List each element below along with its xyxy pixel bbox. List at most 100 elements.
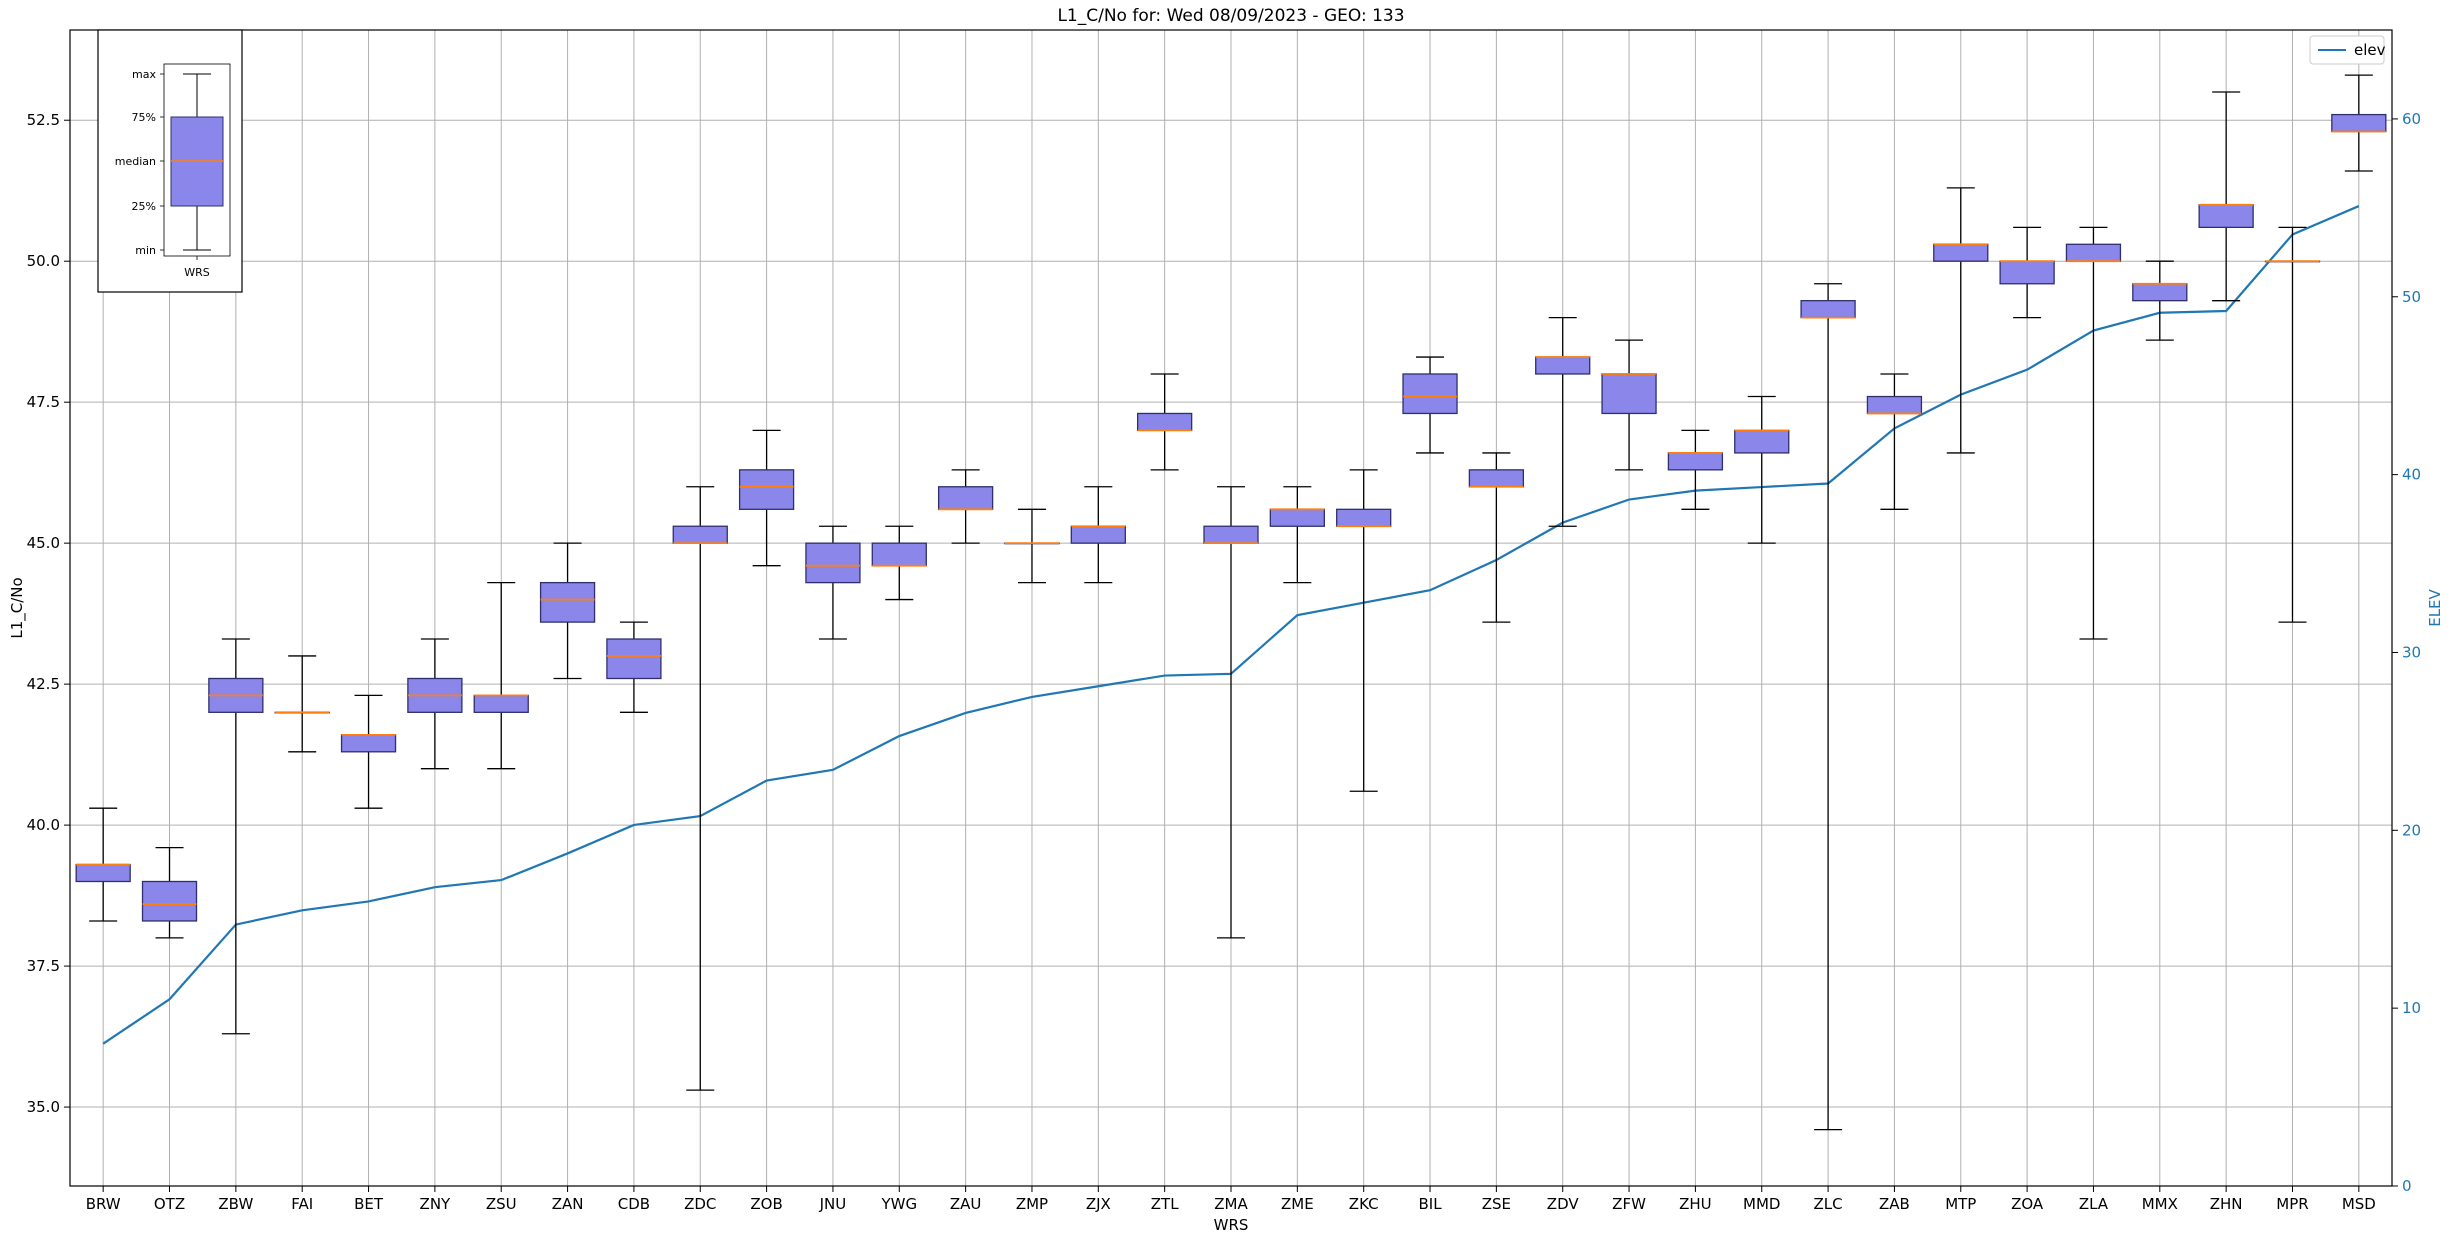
box-iqr-bet [340,734,397,753]
box-zkc [1336,469,1392,792]
x-tick-label-zma: ZMA [1214,1195,1248,1213]
y2-tick-label-0: 0 [2402,1177,2412,1195]
inset-category-label: WRS [184,266,210,279]
box-iqr-mtp [1933,243,1989,262]
y2-tick-label-4: 40 [2402,466,2421,484]
box-zdv [1535,316,1591,527]
y-tick-label-1: 37.5 [27,957,60,975]
left-axis: 35.0 37.5 40.0 42.5 45.0 47.5 50.0 52.5 [27,111,70,1116]
x-tick-label-ztl: ZTL [1151,1195,1179,1213]
x-tick-label-mmd: MMD [1743,1195,1780,1213]
x-tick-label-zla: ZLA [2079,1195,2109,1213]
x-tick-label-zkc: ZKC [1349,1195,1379,1213]
legend: elev [2309,35,2386,65]
y-tick-label-2: 40.0 [27,816,60,834]
box-iqr-zma [1203,525,1259,544]
y-tick-label-5: 47.5 [27,393,60,411]
y-tick-label-4: 45.0 [27,534,60,552]
box-iqr-zob [738,469,795,510]
x-axis-label: WRS [1214,1216,1249,1234]
y-tick-label-6: 50.0 [27,252,60,270]
box-zme [1269,486,1325,584]
y-tick-label-3: 42.5 [27,675,60,693]
box-bet [340,694,397,809]
box-iqr-jnu [805,542,861,584]
box-zla [2065,226,2122,640]
box-zob [738,429,795,567]
x-tick-label-zlc: ZLC [1814,1195,1843,1213]
box-zfw [1601,339,1657,471]
x-tick-label-zme: ZME [1281,1195,1314,1213]
box-zlc [1800,283,1856,1131]
legend-label-elev: elev [2354,41,2386,59]
y2-tick-label-3: 30 [2402,643,2421,661]
inset-legend: max 75% median 25% min WRS [97,29,243,293]
x-tick-label-mpr: MPR [2276,1195,2308,1213]
box-jnu [805,525,861,640]
box-iqr-msd [2331,113,2387,133]
box-iqr-brw [75,863,131,883]
box-iqr-zdc [672,525,728,544]
box-zmp [1004,508,1060,584]
box-iqr-ztl [1137,412,1193,432]
x-tick-label-zfw: ZFW [1612,1195,1646,1213]
box-iqr-zse [1468,469,1525,488]
x-tick-label-zoa: ZOA [2011,1195,2044,1213]
x-tick-label-bil: BIL [1418,1195,1442,1213]
box-zjx [1070,486,1126,584]
box-otz [141,847,198,939]
x-tick-label-zob: ZOB [750,1195,782,1213]
box-iqr-zsu [473,694,529,713]
box-bil [1402,356,1458,454]
box-iqr-zhn [2198,204,2254,229]
box-zau [937,469,994,544]
x-axis: BRW OTZ ZBW FAI BET ZNY ZSU ZAN CDB ZDC ZOB JNU YWG Z… [86,1186,2376,1213]
y2-tick-label-2: 20 [2402,821,2421,839]
box-iqr-ywg [871,542,927,567]
x-tick-label-cdb: CDB [618,1195,650,1213]
x-tick-label-zdc: ZDC [684,1195,716,1213]
x-tick-label-ywg: YWG [880,1195,917,1213]
chart-title: L1_C/No for: Wed 08/09/2023 - GEO: 133 [1057,6,1404,26]
x-tick-label-otz: OTZ [154,1195,185,1213]
box-zbw [208,638,264,1035]
inset-label-2: median [115,155,156,168]
x-tick-label-zsu: ZSU [486,1195,517,1213]
box-iqr-zab [1866,395,1923,415]
y-tick-label-7: 52.5 [27,111,60,129]
y2-tick-label-1: 10 [2402,999,2421,1017]
box-iqr-zoa [1999,260,2055,285]
box-iqr-zla [2065,243,2122,262]
x-tick-label-zab: ZAB [1879,1195,1910,1213]
x-tick-label-mtp: MTP [1945,1195,1976,1213]
box-iqr-mmd [1734,429,1790,454]
box-brw [75,807,131,922]
box-iqr-zdv [1535,356,1591,375]
right-axis: 0 10 20 30 40 50 60 [2392,110,2421,1195]
inset-label-1: 75% [132,111,156,124]
x-tick-label-zny: ZNY [420,1195,451,1213]
x-tick-label-zjx: ZJX [1086,1195,1111,1213]
box-iqr-bil [1402,373,1458,415]
x-tick-label-jnu: JNU [819,1195,847,1213]
grid [70,30,2392,1186]
y2-axis-label: ELEV [2426,588,2444,626]
x-tick-label-fai: FAI [291,1195,313,1213]
y-axis-label: L1_C/No [8,577,27,638]
box-cdb [606,621,662,713]
box-zhu [1667,429,1724,510]
box-zsu [473,581,529,770]
x-tick-label-zhu: ZHU [1679,1195,1712,1213]
box-layer [75,74,2387,1131]
box-iqr-zjx [1070,525,1126,544]
legend-box [2309,35,2385,65]
x-tick-label-bet: BET [354,1195,384,1213]
box-iqr-zkc [1336,508,1392,527]
inset-label-3: 25% [132,200,156,213]
box-iqr-mmx [2132,283,2188,302]
x-tick-label-msd: MSD [2342,1195,2376,1213]
box-msd [2331,74,2387,172]
x-tick-label-zse: ZSE [1482,1195,1511,1213]
x-tick-label-zau: ZAU [950,1195,982,1213]
